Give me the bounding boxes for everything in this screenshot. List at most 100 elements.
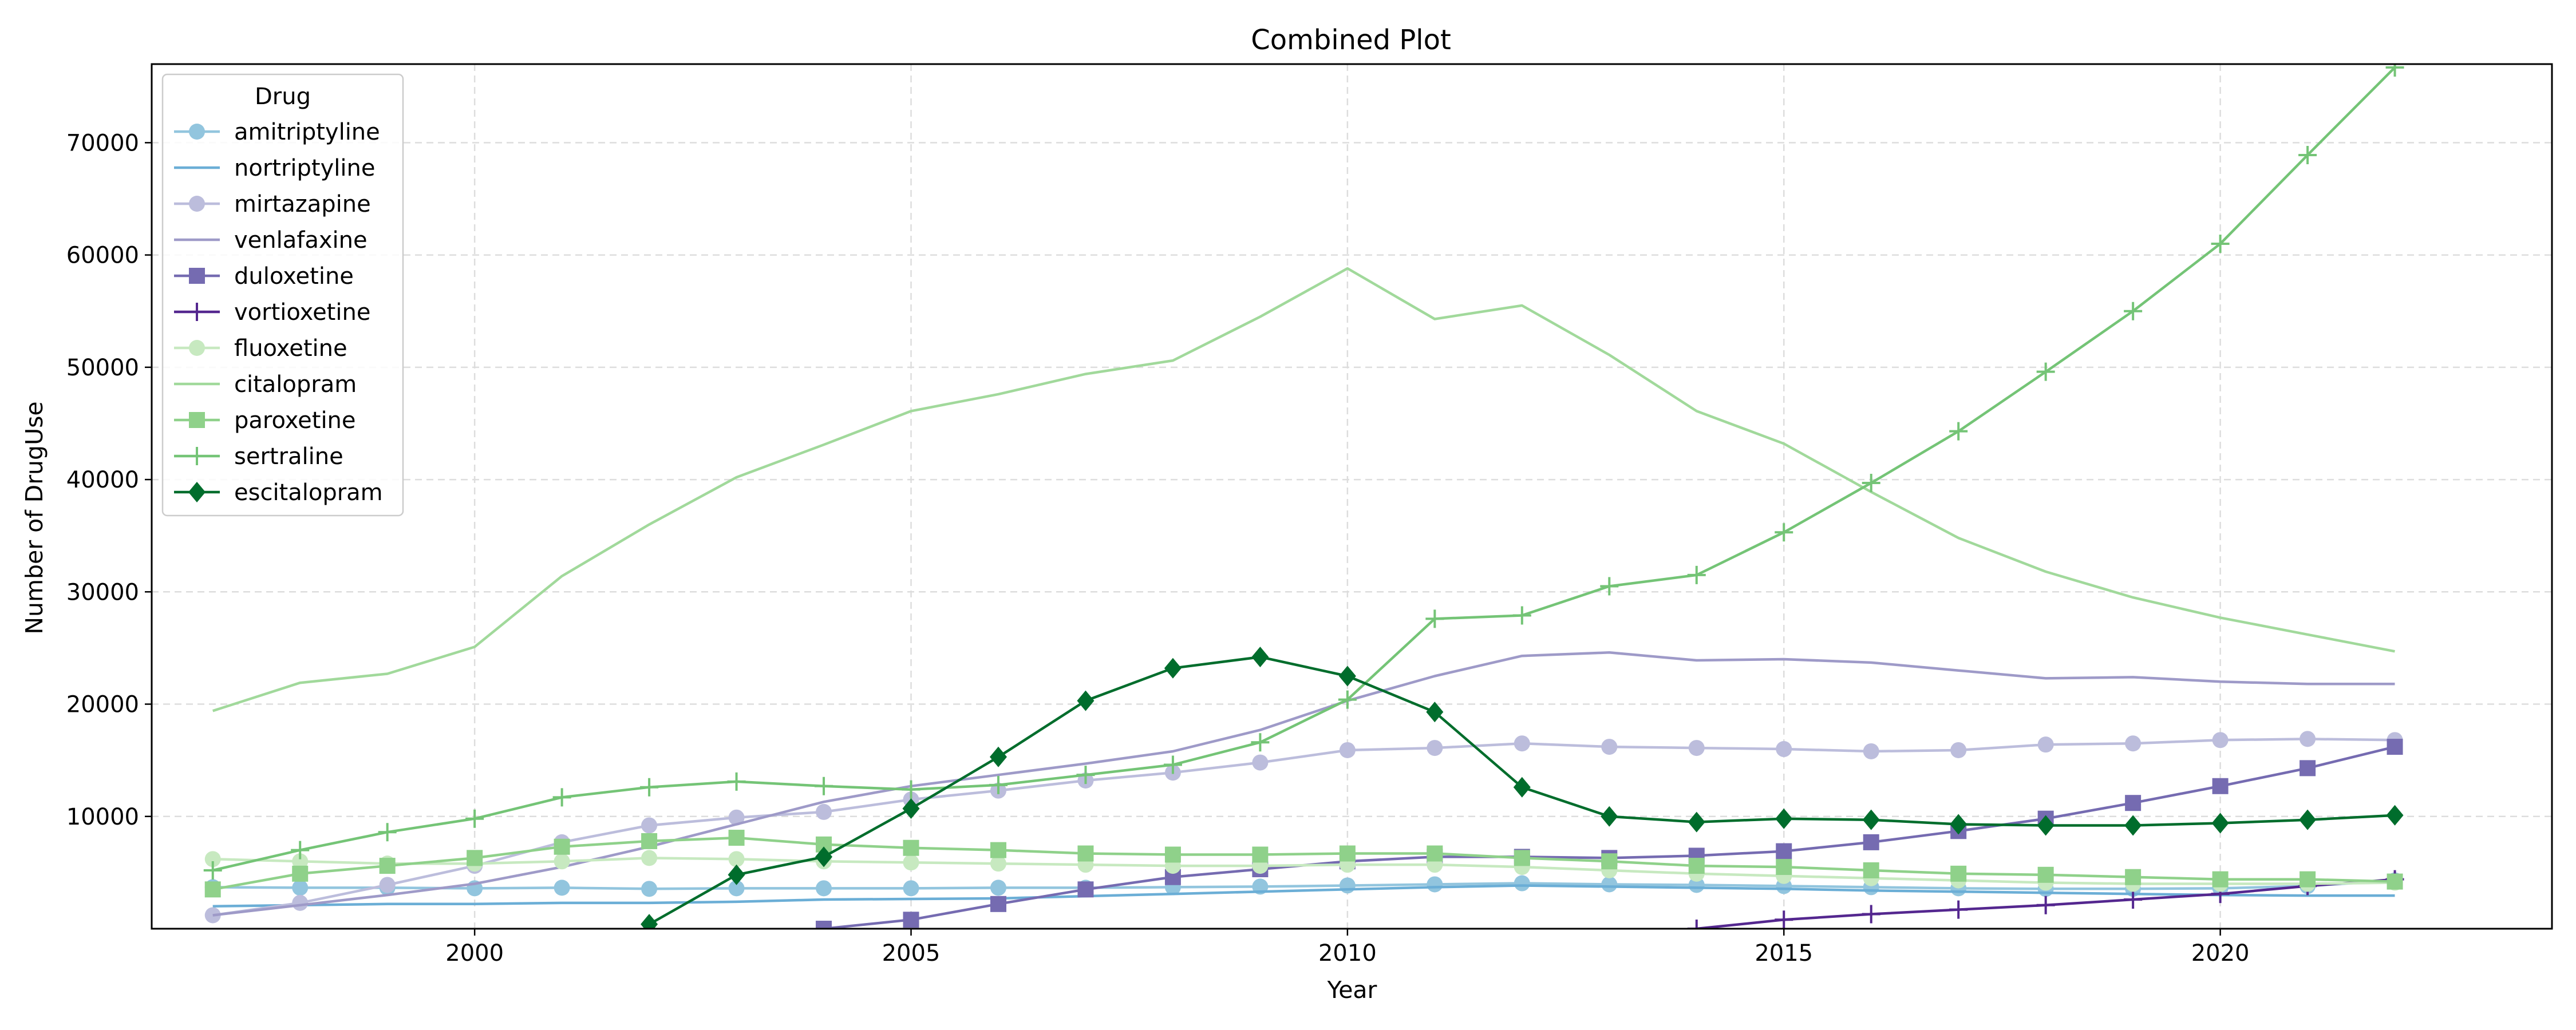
data-point-escitalopram (1862, 809, 1880, 830)
data-point-sertraline (2211, 234, 2230, 253)
x-tick-label: 2010 (1318, 940, 1377, 966)
legend-marker (189, 124, 205, 140)
data-point-fluoxetine (990, 855, 1006, 872)
series-line-fluoxetine (212, 857, 2395, 885)
data-point-paroxetine (1514, 850, 1530, 866)
legend-label: sertraline (234, 443, 343, 470)
series-line-paroxetine (212, 836, 2395, 891)
data-point-amitriptyline (554, 880, 570, 896)
legend-label: escitalopram (234, 480, 383, 506)
data-point-escitalopram (1077, 690, 1095, 711)
legend-box (161, 73, 404, 517)
x-axis-label: Year (1327, 976, 1377, 1004)
data-point-sertraline (203, 861, 222, 880)
data-point-mirtazapine (816, 803, 832, 820)
data-point-mirtazapine (379, 877, 396, 893)
legend-label: amitriptyline (234, 119, 380, 145)
legend-entry-duloxetine: duloxetine (174, 263, 354, 290)
data-point-paroxetine (554, 838, 570, 855)
data-point-sertraline (2036, 362, 2055, 381)
plot-frame (151, 63, 2553, 930)
legend-label: vortioxetine (234, 299, 370, 326)
data-point-vortioxetine (1687, 920, 1706, 929)
chart-title: Combined Plot (1251, 24, 1451, 56)
legend-entry-vortioxetine: vortioxetine (174, 299, 370, 326)
data-point-paroxetine (1950, 865, 1967, 882)
data-point-escitalopram (2037, 815, 2055, 836)
data-point-paroxetine (204, 881, 221, 898)
y-tick-label: 70000 (66, 130, 139, 156)
data-point-sertraline (552, 788, 571, 807)
data-point-vortioxetine (1775, 910, 1793, 929)
legend-title: Drug (255, 84, 311, 110)
legend-marker (189, 268, 205, 284)
data-point-escitalopram (1251, 647, 1269, 668)
series-line-mirtazapine (212, 738, 2395, 917)
data-point-mirtazapine (1863, 743, 1879, 759)
data-point-escitalopram (1950, 814, 1967, 835)
data-point-paroxetine (2037, 866, 2054, 883)
y-tick-label: 10000 (66, 804, 139, 830)
series-line-nortriptyline (212, 884, 2395, 908)
data-point-escitalopram (1426, 702, 1444, 723)
data-point-fluoxetine (728, 851, 745, 867)
legend-entry-sertraline: sertraline (174, 443, 343, 470)
series-mirtazapine (204, 731, 2403, 924)
data-point-amitriptyline (1339, 877, 1356, 894)
data-point-sertraline (640, 778, 659, 797)
grid (152, 64, 2552, 929)
data-point-vortioxetine (2124, 890, 2143, 909)
data-point-paroxetine (1164, 846, 1181, 863)
data-point-paroxetine (1776, 859, 1792, 876)
data-point-sertraline (1163, 755, 1182, 774)
data-point-fluoxetine (903, 854, 919, 871)
legend-marker (189, 412, 205, 428)
legend-entry-citalopram: citalopram (174, 371, 357, 398)
data-point-sertraline (815, 777, 833, 795)
data-point-sertraline (1600, 577, 1619, 596)
data-point-paroxetine (990, 842, 1006, 858)
data-point-sertraline (1425, 609, 1444, 628)
data-point-escitalopram (2211, 813, 2229, 834)
data-point-sertraline (1076, 766, 1095, 785)
legend-entry-nortriptyline: nortriptyline (174, 155, 375, 181)
data-point-paroxetine (2125, 869, 2142, 885)
data-point-sertraline (2124, 302, 2143, 320)
data-point-sertraline (1775, 523, 1793, 542)
legend-marker (189, 196, 205, 212)
series-nortriptyline (212, 884, 2395, 908)
legend-entry-mirtazapine: mirtazapine (174, 191, 371, 217)
data-point-amitriptyline (641, 881, 658, 897)
data-point-amitriptyline (1601, 876, 1618, 893)
y-tick-label: 50000 (66, 355, 139, 381)
data-point-escitalopram (1688, 811, 1705, 833)
data-point-amitriptyline (990, 880, 1006, 896)
data-point-sertraline (1338, 690, 1357, 709)
legend-marker (188, 303, 206, 321)
y-axis-label: Number of DrugUse (21, 401, 48, 634)
data-point-sertraline (1862, 473, 1880, 492)
data-point-amitriptyline (1514, 875, 1530, 892)
data-point-paroxetine (728, 830, 745, 846)
legend-marker (188, 447, 206, 465)
legend-label: mirtazapine (234, 191, 371, 217)
data-point-mirtazapine (292, 894, 309, 911)
data-point-mirtazapine (1514, 735, 1530, 752)
x-tick-label: 2000 (445, 940, 504, 966)
data-point-sertraline (291, 841, 310, 859)
data-point-duloxetine (1863, 834, 1879, 850)
data-point-sertraline (378, 823, 397, 842)
data-point-escitalopram (902, 798, 920, 819)
data-point-escitalopram (815, 846, 833, 867)
legend-marker (189, 340, 205, 356)
y-tick-label: 40000 (66, 467, 139, 493)
legend-label: fluoxetine (234, 335, 347, 362)
data-point-sertraline (1512, 606, 1531, 625)
series-paroxetine (204, 830, 2403, 898)
data-point-paroxetine (292, 865, 309, 882)
data-point-paroxetine (1427, 845, 1443, 862)
data-point-mirtazapine (1427, 740, 1443, 756)
series-line-amitriptyline (212, 879, 2395, 890)
